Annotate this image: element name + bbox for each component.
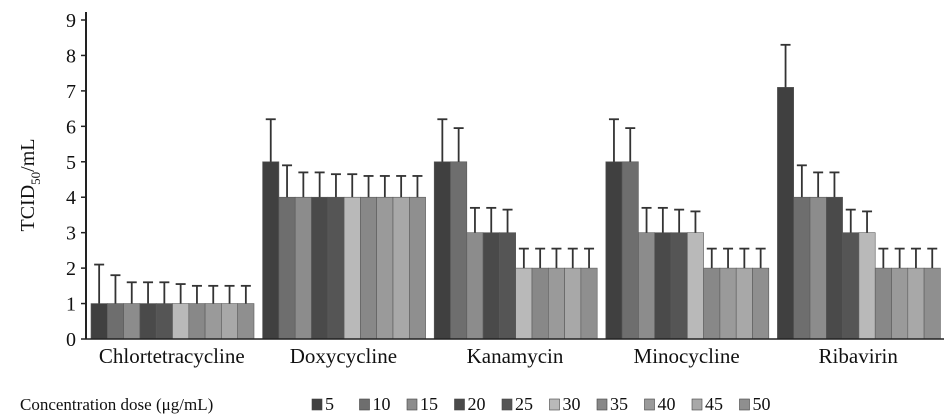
- bar: [842, 232, 860, 340]
- bar: [752, 267, 770, 340]
- bar: [360, 196, 377, 340]
- x-category-label: Chlortetracycline: [99, 344, 245, 368]
- legend-label: 5: [325, 394, 334, 414]
- bar: [907, 267, 925, 340]
- bar: [327, 196, 345, 340]
- bar-group-minocycline: [605, 118, 770, 340]
- legend-swatch: [501, 398, 513, 411]
- legend: Concentration dose (μg/mL) 5 10 15 20 25 30 35…: [20, 394, 771, 414]
- x-category-label: Doxycycline: [290, 344, 397, 368]
- y-tick-label: 0: [66, 329, 76, 351]
- bar: [670, 232, 688, 340]
- bar: [564, 267, 582, 340]
- bar: [466, 232, 484, 340]
- legend-label: 45: [705, 394, 723, 414]
- bar-group-kanamycin: [433, 118, 598, 340]
- bar: [793, 196, 811, 340]
- bar: [858, 232, 876, 340]
- legend-title: Concentration dose (μg/mL): [20, 395, 213, 414]
- bar: [874, 267, 892, 340]
- bar: [237, 303, 255, 340]
- bar-group-chlortetracycline: [90, 263, 255, 340]
- bar: [923, 267, 941, 340]
- y-tick-label: 6: [66, 116, 76, 138]
- bar-group-doxycycline: [262, 118, 426, 340]
- legend-swatch: [311, 398, 323, 411]
- y-tick-label: 2: [66, 258, 76, 280]
- legend-label: 25: [515, 394, 533, 414]
- bar: [735, 267, 753, 340]
- bar: [719, 267, 737, 340]
- legend-swatch: [691, 398, 703, 411]
- bar: [825, 196, 843, 340]
- legend-swatch: [644, 398, 655, 411]
- x-category-label: Ribavirin: [819, 344, 899, 368]
- legend-swatch: [549, 398, 560, 411]
- y-tick-label: 7: [66, 81, 76, 103]
- bar: [392, 196, 410, 340]
- bar: [172, 303, 190, 340]
- legend-swatch: [454, 398, 465, 411]
- bar: [433, 161, 451, 340]
- bar: [777, 87, 795, 340]
- legend-label: 40: [658, 394, 676, 414]
- bar: [107, 303, 124, 340]
- legend-swatch: [406, 398, 418, 411]
- bar: [221, 303, 238, 340]
- y-tick-label: 1: [66, 294, 76, 316]
- bar: [343, 196, 361, 340]
- y-tick-label: 5: [66, 152, 76, 174]
- bar: [204, 303, 222, 340]
- bar: [278, 196, 296, 340]
- bar: [139, 303, 157, 340]
- y-tick-label: 3: [66, 223, 76, 245]
- legend-label: 20: [468, 394, 486, 414]
- legend-label: 30: [563, 394, 581, 414]
- y-tick-label: 8: [66, 45, 76, 67]
- bars-group: [90, 43, 941, 340]
- legend-label: 35: [610, 394, 628, 414]
- bar: [155, 303, 173, 340]
- legend-swatch: [739, 398, 750, 411]
- bar: [123, 303, 141, 340]
- y-axis: 0 1 2 3 4 5 6 7 8 9: [66, 10, 87, 351]
- bar: [686, 232, 704, 340]
- bar: [638, 232, 656, 340]
- bar: [90, 303, 108, 340]
- bar: [809, 196, 827, 340]
- legend-label: 50: [753, 394, 771, 414]
- bar: [499, 232, 516, 340]
- bar: [580, 267, 598, 340]
- legend-label: 10: [373, 394, 391, 414]
- x-axis: Chlortetracycline Doxycycline Kanamycin Min…: [86, 338, 944, 368]
- bar: [408, 196, 426, 340]
- bar: [188, 303, 206, 340]
- bar: [654, 232, 672, 340]
- y-tick-label: 4: [66, 187, 76, 209]
- bar: [531, 267, 549, 340]
- bar: [621, 161, 639, 340]
- x-category-label: Kanamycin: [467, 344, 564, 368]
- y-tick-label: 9: [66, 10, 76, 32]
- bar: [376, 196, 394, 340]
- x-category-label: Minocycline: [634, 344, 740, 368]
- legend-label: 15: [420, 394, 438, 414]
- bar: [605, 161, 623, 340]
- legend-swatch: [359, 398, 370, 411]
- y-axis-label: TCID50/mL: [17, 138, 43, 231]
- bar: [294, 196, 312, 340]
- bar: [482, 232, 500, 340]
- legend-swatch: [596, 398, 608, 411]
- bar: [311, 196, 329, 340]
- bar: [262, 161, 280, 340]
- bar: [547, 267, 565, 340]
- bar: [515, 267, 533, 340]
- bar: [891, 267, 909, 340]
- bar: [703, 267, 721, 340]
- bar: [450, 161, 468, 340]
- bar-group-ribavirin: [777, 43, 941, 340]
